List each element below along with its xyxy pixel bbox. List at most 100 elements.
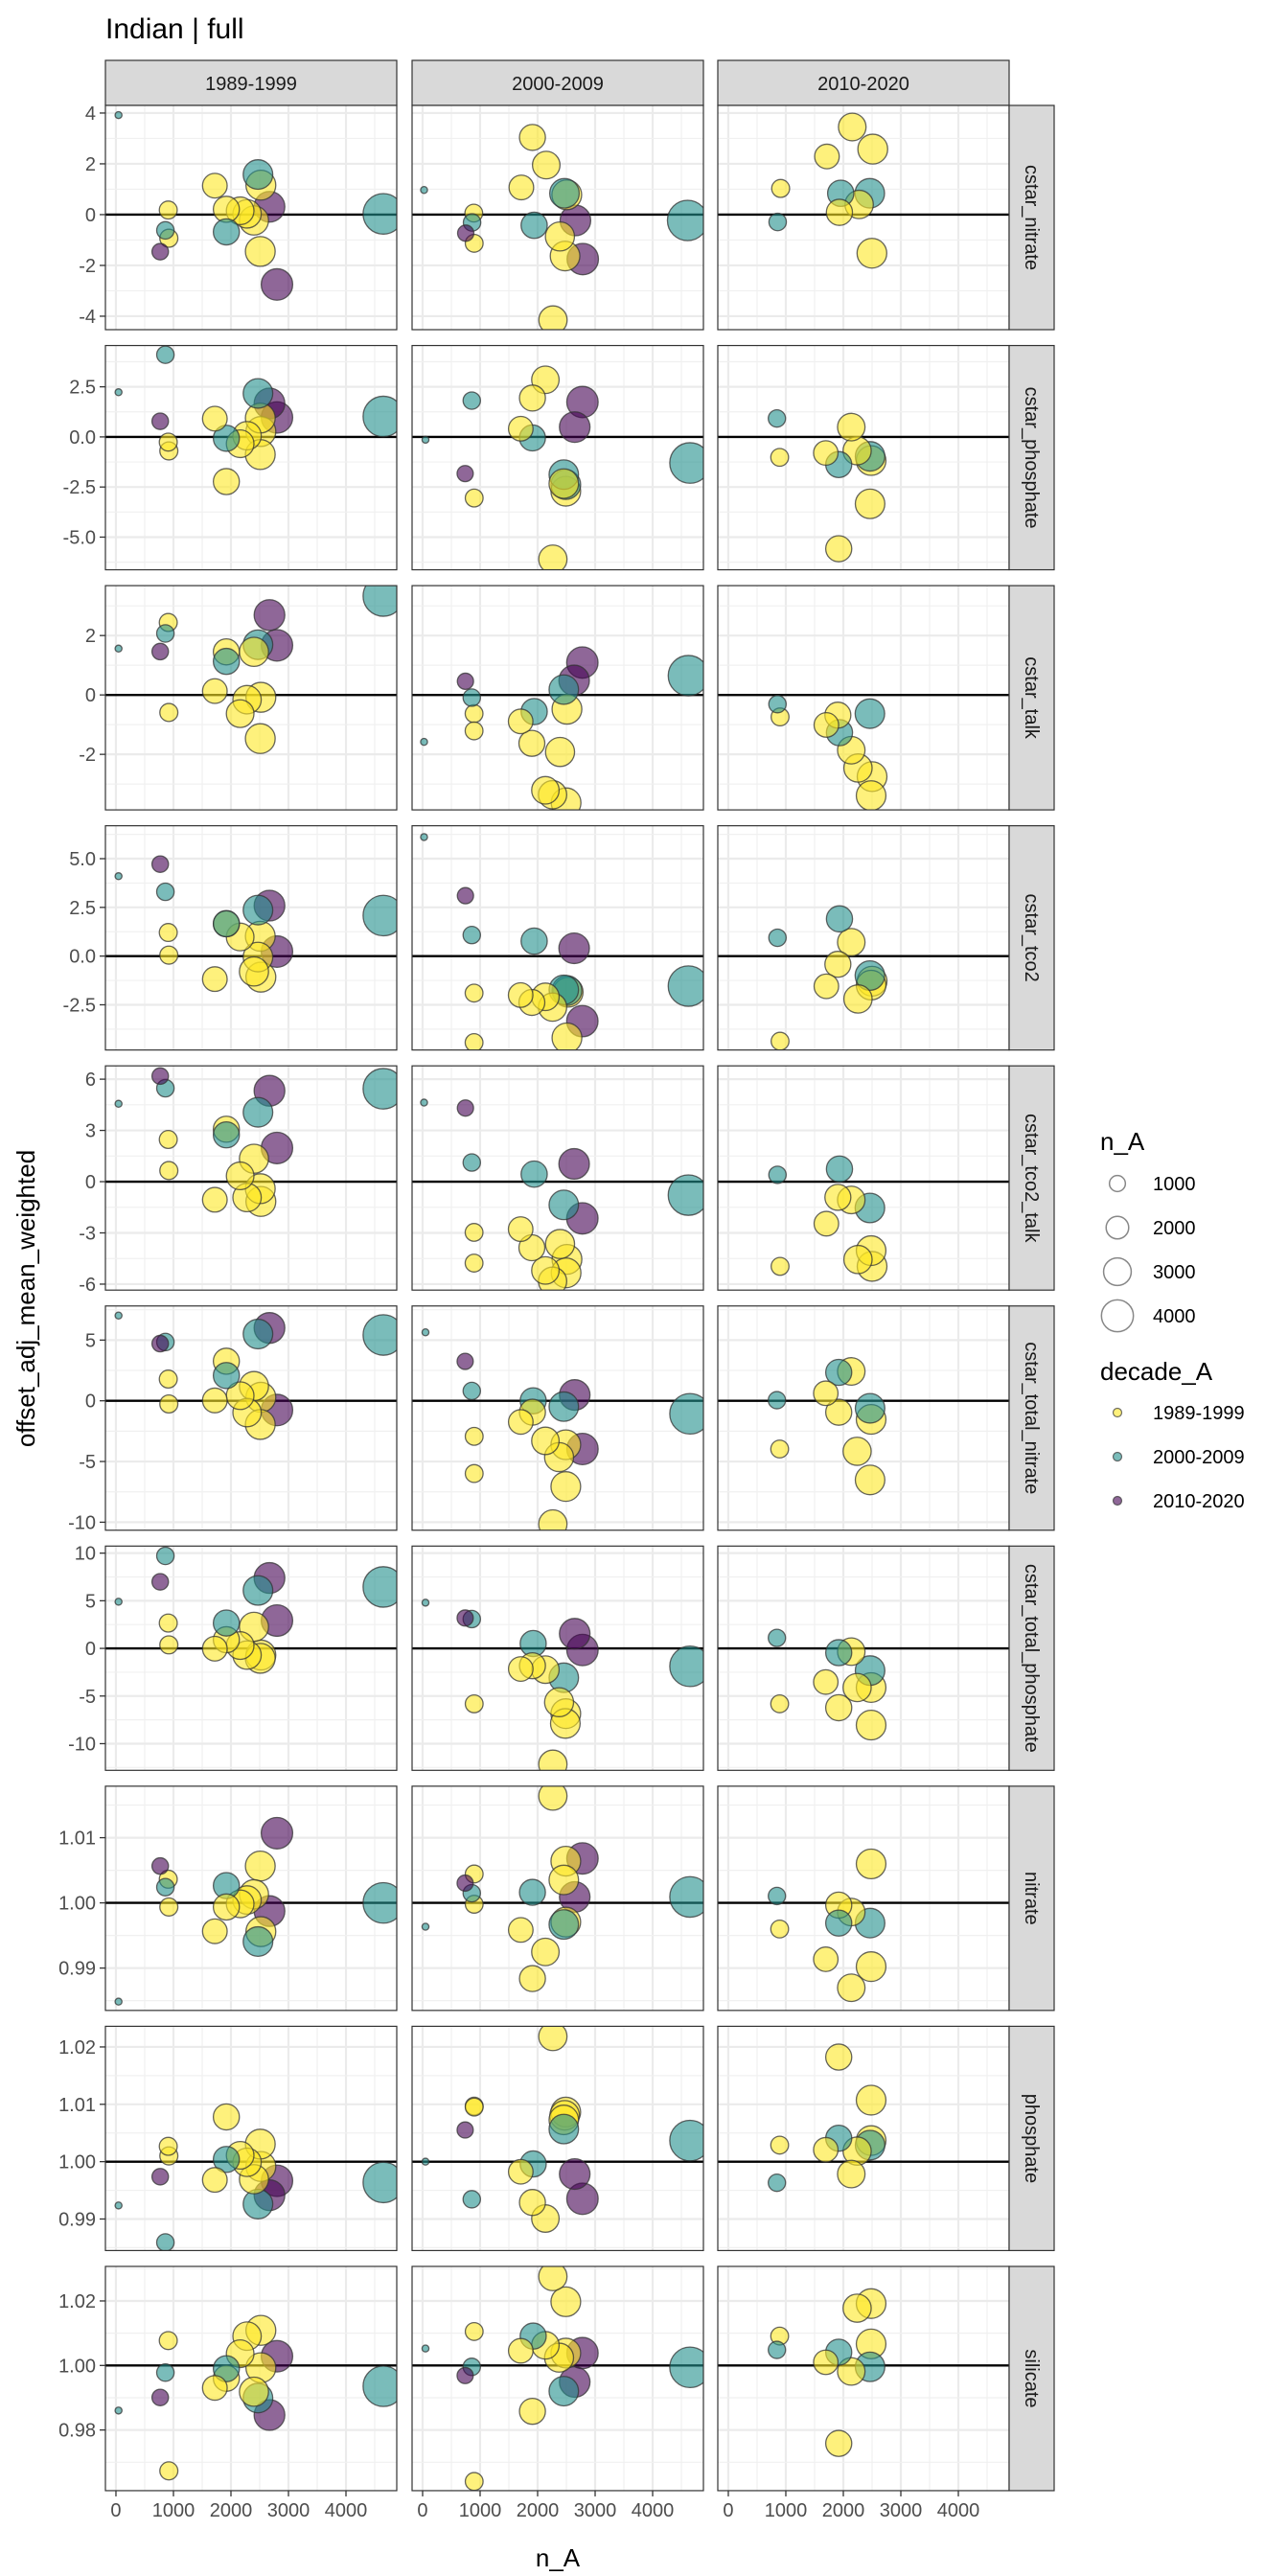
column-strips: 1989-1999 2000-2009 2010-2020: [104, 59, 1010, 106]
data-point: [421, 2157, 430, 2166]
data-point: [464, 2472, 484, 2491]
x-tick-label: 0: [417, 2500, 427, 2521]
data-point: [824, 1184, 852, 1211]
size-legend-label: 1000: [1153, 1174, 1196, 1195]
data-point: [225, 1161, 255, 1191]
data-point: [824, 1398, 853, 1426]
data-point: [420, 185, 428, 195]
y-tick-label: -6: [79, 1275, 96, 1296]
data-point: [770, 1256, 790, 1276]
data-point: [531, 775, 561, 805]
data-point: [242, 1096, 274, 1128]
data-point: [242, 159, 274, 191]
data-point: [212, 425, 241, 452]
data-point: [854, 1392, 886, 1424]
x-tick-label: 2000: [822, 2500, 865, 2521]
data-point: [239, 636, 269, 668]
data-point: [244, 1850, 276, 1882]
panel-border: [411, 344, 704, 571]
panel-content: [105, 1785, 397, 2011]
facet-panel: [411, 1065, 704, 1291]
x-tick-label: 4000: [632, 2500, 675, 2521]
data-point: [855, 2084, 887, 2116]
data-point: [155, 2362, 175, 2382]
x-tick-label: 4000: [937, 2500, 980, 2521]
data-point: [456, 224, 475, 242]
data-point: [854, 1464, 886, 1496]
panel-border: [411, 585, 704, 811]
data-point: [538, 305, 568, 330]
data-point: [421, 1922, 430, 1931]
size-legend-key: [1102, 1256, 1133, 1287]
data-point: [456, 672, 474, 691]
y-tick-label: 4: [85, 104, 96, 125]
data-point: [548, 177, 581, 209]
data-point: [768, 2173, 787, 2193]
data-point: [242, 1575, 274, 1606]
row-strip-label: silicate: [1021, 2349, 1042, 2407]
data-point: [550, 2286, 582, 2317]
y-tick-label: -5: [79, 1687, 96, 1708]
data-point: [464, 703, 484, 724]
data-point: [158, 923, 178, 943]
data-point: [462, 1381, 482, 1401]
data-point: [837, 412, 866, 442]
panel-content: [105, 1546, 397, 1771]
column-strip: [104, 59, 398, 106]
facet-panel: [717, 104, 1010, 331]
data-point: [669, 2346, 703, 2389]
y-tick-label: 5.0: [69, 849, 96, 870]
y-tick-label: -2: [79, 745, 96, 766]
data-point: [464, 488, 484, 508]
data-point: [420, 1098, 428, 1107]
data-point: [150, 1067, 170, 1086]
data-point: [201, 1387, 228, 1414]
panel-border: [104, 104, 398, 331]
data-point: [669, 2119, 703, 2162]
panel-content: [105, 1066, 397, 1291]
data-point: [814, 143, 840, 170]
y-tick-label: 6: [85, 1070, 96, 1091]
facet-panel: [411, 1785, 704, 2012]
data-point: [462, 391, 482, 410]
data-point: [538, 544, 568, 570]
data-point: [201, 966, 228, 993]
data-point: [667, 965, 703, 1007]
panel-background: [412, 1785, 703, 2011]
facet-panel: -6 -3 0 3 6: [79, 1065, 398, 1296]
panel-content: [412, 1066, 703, 1291]
row-strip: [1008, 825, 1055, 1051]
data-point: [158, 1613, 178, 1633]
panel-border: [411, 1065, 704, 1291]
data-point: [842, 2293, 872, 2323]
color-legend-key: [1112, 1451, 1123, 1462]
panel-background: [412, 105, 703, 330]
panel-content: [412, 586, 703, 811]
data-point: [155, 1546, 175, 1566]
x-tick-label: 3000: [574, 2500, 617, 2521]
data-point: [667, 1174, 703, 1216]
data-point: [544, 1229, 576, 1259]
data-point: [225, 699, 255, 728]
column-strip-label: 1989-1999: [205, 74, 297, 95]
data-point: [421, 435, 430, 445]
panel-content: [718, 1305, 1009, 1530]
facet-panel: [717, 1785, 1010, 2012]
data-point: [212, 1362, 241, 1390]
panel-border: [104, 825, 398, 1051]
data-point: [837, 928, 866, 957]
data-point: [201, 405, 228, 432]
panel-content: [105, 345, 397, 570]
data-point: [421, 1598, 430, 1607]
data-point: [824, 951, 852, 978]
data-point: [856, 238, 887, 269]
panel-border: [104, 1545, 398, 1771]
data-point: [813, 2349, 840, 2376]
data-point: [857, 133, 888, 165]
x-tick-label: 2000: [210, 2500, 253, 2521]
y-tick-label: -2.5: [63, 477, 96, 498]
y-tick-label: 2: [85, 626, 96, 647]
facet-panel: [717, 344, 1010, 571]
data-point: [201, 2375, 228, 2402]
data-point: [239, 2376, 269, 2407]
